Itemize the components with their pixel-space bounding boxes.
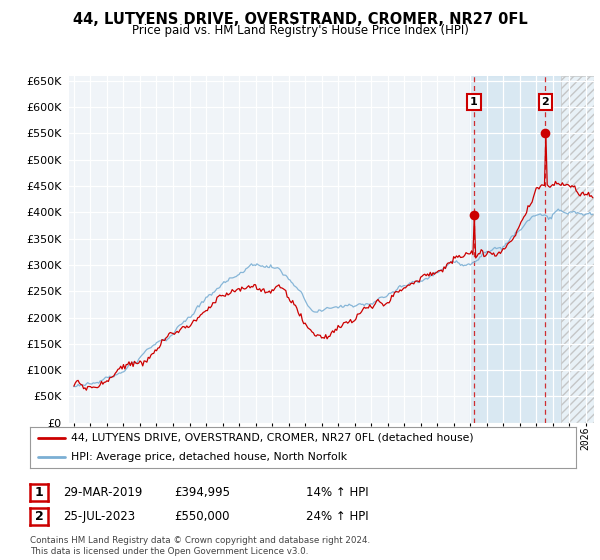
Text: 24% ↑ HPI: 24% ↑ HPI	[306, 510, 368, 523]
Text: 44, LUTYENS DRIVE, OVERSTRAND, CROMER, NR27 0FL: 44, LUTYENS DRIVE, OVERSTRAND, CROMER, N…	[73, 12, 527, 27]
Text: 1: 1	[35, 486, 43, 500]
Text: Contains HM Land Registry data © Crown copyright and database right 2024.
This d: Contains HM Land Registry data © Crown c…	[30, 536, 370, 556]
Text: 1: 1	[470, 97, 478, 107]
Text: Price paid vs. HM Land Registry's House Price Index (HPI): Price paid vs. HM Land Registry's House …	[131, 24, 469, 36]
Bar	[561, 76, 594, 423]
Text: 44, LUTYENS DRIVE, OVERSTRAND, CROMER, NR27 0FL (detached house): 44, LUTYENS DRIVE, OVERSTRAND, CROMER, N…	[71, 433, 473, 443]
Text: 25-JUL-2023: 25-JUL-2023	[63, 510, 135, 523]
Text: £550,000: £550,000	[174, 510, 229, 523]
Bar	[470, 76, 594, 423]
Text: 2: 2	[542, 97, 550, 107]
Text: HPI: Average price, detached house, North Norfolk: HPI: Average price, detached house, Nort…	[71, 452, 347, 462]
Bar	[561, 76, 594, 423]
Text: 2: 2	[35, 510, 43, 523]
Text: 14% ↑ HPI: 14% ↑ HPI	[306, 486, 368, 500]
Text: 29-MAR-2019: 29-MAR-2019	[63, 486, 142, 500]
Text: £394,995: £394,995	[174, 486, 230, 500]
